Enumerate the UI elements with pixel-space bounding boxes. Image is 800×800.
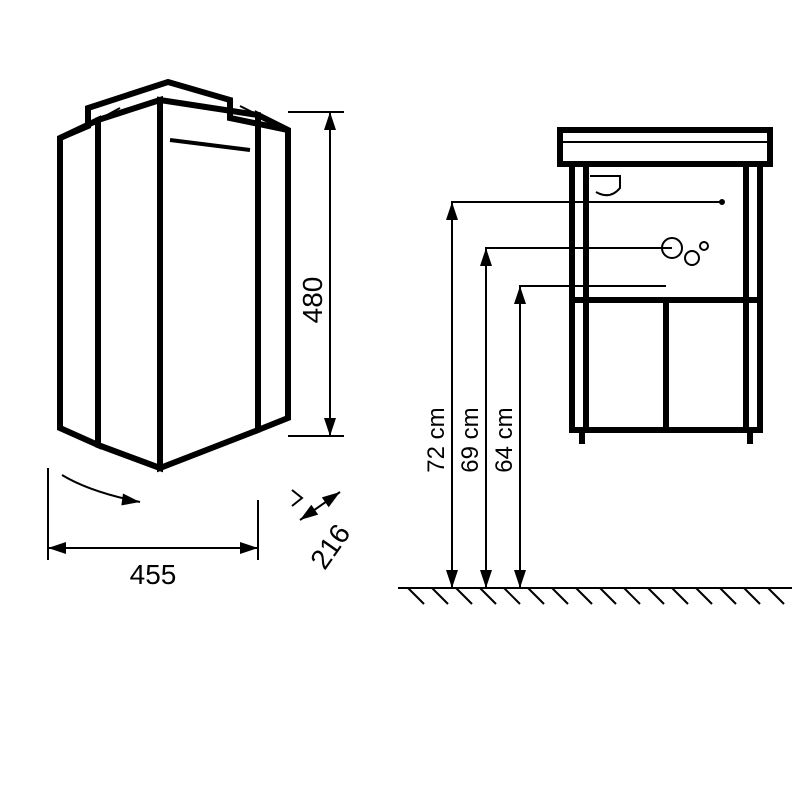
label-455: 455: [130, 559, 177, 590]
label-216: 216: [304, 519, 356, 575]
label-480: 480: [297, 277, 328, 324]
label-64cm: 64: [491, 446, 518, 473]
dimension-height-480: 480: [288, 112, 344, 436]
svg-text:64 cm: 64 cm: [491, 407, 518, 472]
technical-drawing: 480 455 216: [0, 0, 800, 800]
label-72cm: 72: [423, 446, 450, 473]
cabinet-perspective: [60, 82, 288, 508]
dimension-depth-216: 216: [292, 487, 356, 574]
svg-text:72 cm: 72 cm: [423, 407, 450, 472]
dimension-width-455: 455: [48, 468, 258, 590]
height-labels: 72 cm 69 cm 64 cm: [423, 407, 518, 472]
label-69cm: 69: [457, 446, 484, 473]
floor-line: [398, 588, 792, 604]
svg-text:69 cm: 69 cm: [457, 407, 484, 472]
